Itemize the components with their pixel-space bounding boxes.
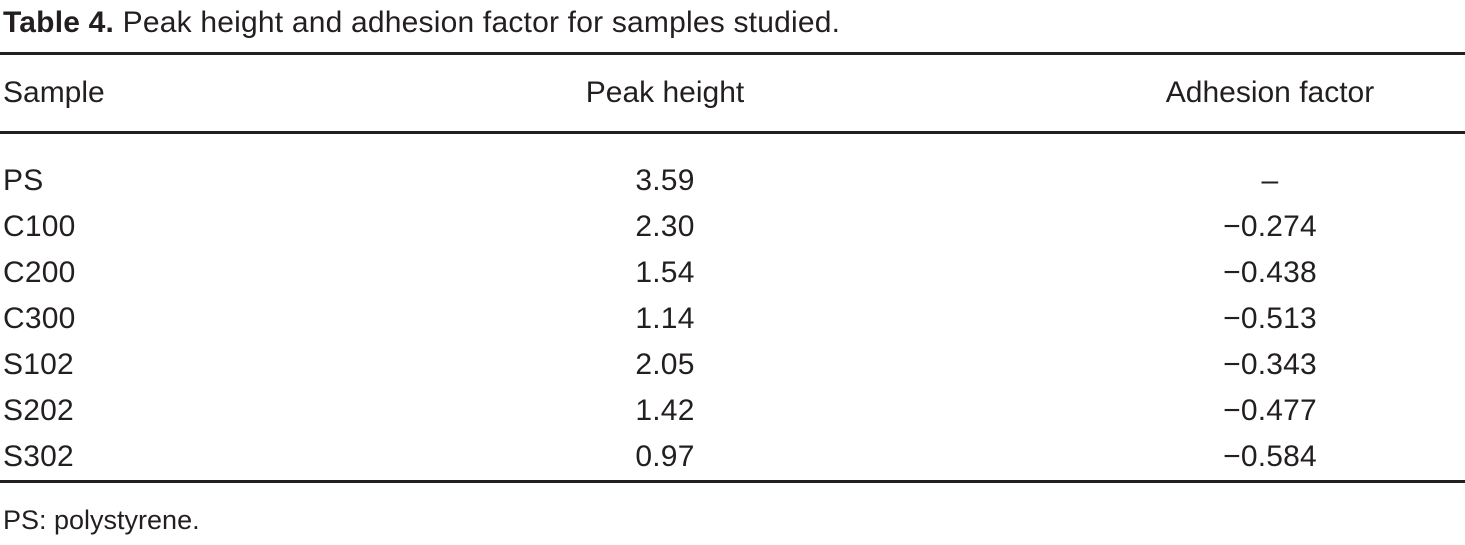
table-title: Table 4. Peak height and adhesion factor… bbox=[0, 0, 1465, 52]
cell-sample: S302 bbox=[3, 440, 74, 473]
cell-sample: S202 bbox=[3, 394, 74, 427]
cell-adhesion-factor: −0.343 bbox=[1223, 348, 1317, 381]
cell-sample: PS bbox=[3, 164, 44, 197]
table-row: S102 2.05 −0.343 bbox=[0, 342, 1465, 388]
data-table: Sample Peak height Adhesion factor PS 3.… bbox=[0, 52, 1465, 483]
cell-peak-height: 2.05 bbox=[635, 348, 695, 381]
cell-adhesion-factor: −0.584 bbox=[1223, 440, 1317, 473]
cell-peak-height: 3.59 bbox=[635, 164, 695, 197]
table-row: S202 1.42 −0.477 bbox=[0, 388, 1465, 434]
cell-adhesion-factor: −0.513 bbox=[1223, 302, 1317, 335]
column-header-peak-height: Peak height bbox=[255, 53, 1075, 134]
table-row: C200 1.54 −0.438 bbox=[0, 250, 1465, 296]
table-number-label: Table 4. bbox=[3, 6, 115, 39]
cell-peak-height: 0.97 bbox=[635, 440, 695, 473]
table-caption-text: Peak height and adhesion factor for samp… bbox=[114, 6, 841, 39]
cell-peak-height: 2.30 bbox=[635, 210, 695, 243]
cell-adhesion-factor: – bbox=[1261, 164, 1279, 197]
cell-adhesion-factor: −0.438 bbox=[1223, 256, 1317, 289]
cell-peak-height: 1.14 bbox=[635, 302, 695, 335]
header-row: Sample Peak height Adhesion factor bbox=[0, 53, 1465, 134]
column-header-sample: Sample bbox=[0, 53, 255, 134]
cell-sample: C200 bbox=[3, 256, 76, 289]
table-row: PS 3.59 – bbox=[0, 133, 1465, 205]
cell-peak-height: 1.42 bbox=[635, 394, 695, 427]
table-header: Sample Peak height Adhesion factor bbox=[0, 53, 1465, 134]
cell-sample: C100 bbox=[3, 210, 76, 243]
column-header-adhesion-factor: Adhesion factor bbox=[1075, 53, 1465, 134]
cell-sample: S102 bbox=[3, 348, 74, 381]
table-body: PS 3.59 – C100 2.30 −0.274 C200 1.54 −0.… bbox=[0, 133, 1465, 482]
table-row: C100 2.30 −0.274 bbox=[0, 204, 1465, 250]
cell-sample: C300 bbox=[3, 302, 76, 335]
table-row: S302 0.97 −0.584 bbox=[0, 434, 1465, 482]
table-row: C300 1.14 −0.513 bbox=[0, 296, 1465, 342]
cell-adhesion-factor: −0.477 bbox=[1223, 394, 1317, 427]
cell-peak-height: 1.54 bbox=[635, 256, 695, 289]
table-footnote: PS: polystyrene. bbox=[3, 505, 200, 535]
cell-adhesion-factor: −0.274 bbox=[1223, 210, 1317, 243]
